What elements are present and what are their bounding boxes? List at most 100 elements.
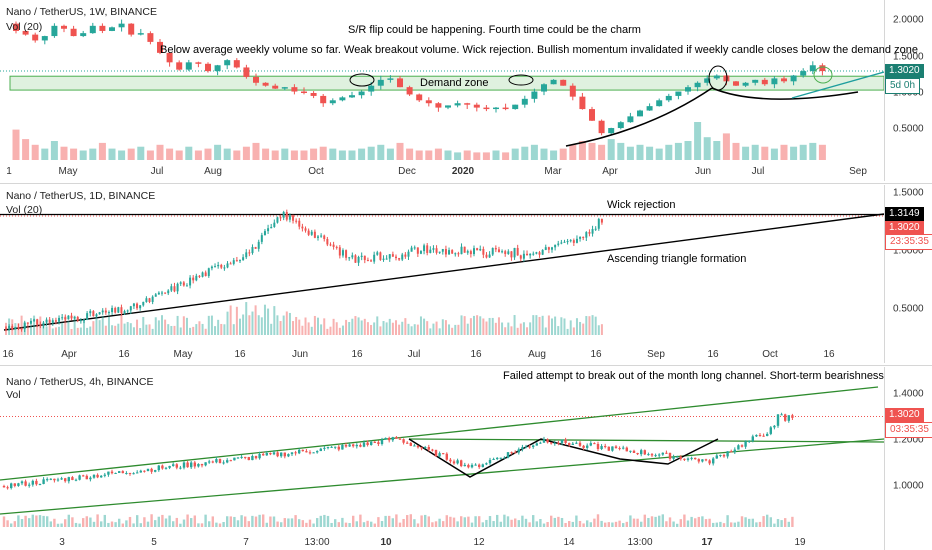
weekly-x-tick: Jul — [751, 166, 765, 177]
candle — [368, 85, 375, 92]
volume-bar — [78, 523, 81, 527]
candle — [781, 78, 787, 82]
volume-bar — [168, 515, 171, 527]
candle — [704, 78, 711, 83]
volume-bar — [271, 150, 279, 160]
volume-bar — [49, 521, 52, 527]
candle — [485, 463, 488, 465]
candle — [752, 79, 759, 83]
volume-bar — [791, 516, 794, 527]
candle — [222, 462, 225, 464]
candle — [8, 326, 11, 328]
volume-bar — [451, 327, 454, 335]
candle — [780, 414, 783, 416]
volume-bar — [145, 324, 148, 335]
fourhour-price-axis[interactable]: 1.4000 1.2000 1.0000 — [884, 367, 932, 550]
daily-x-tick: Apr — [61, 349, 77, 360]
volume-bar — [449, 516, 452, 527]
weekly-plot[interactable]: Nano / TetherUS, 1W, BINANCE Vol (20) S/… — [0, 0, 918, 181]
candle — [569, 240, 572, 242]
volume-bar — [582, 323, 585, 335]
candle — [295, 220, 298, 222]
volume-bar — [348, 322, 351, 335]
candle — [463, 246, 466, 253]
volume-bar — [540, 148, 548, 160]
candle — [502, 107, 509, 110]
candle — [431, 449, 434, 451]
volume-bar — [233, 516, 236, 527]
volume-bar — [139, 523, 142, 527]
volume-bar — [12, 129, 20, 160]
candle — [751, 436, 754, 441]
volume-bar — [504, 327, 507, 335]
volume-bar — [550, 150, 558, 160]
volume-bar — [126, 322, 129, 335]
candle — [373, 441, 376, 443]
volume-bar — [646, 146, 654, 160]
daily-chart-svg — [0, 209, 884, 335]
volume-bar — [626, 146, 634, 160]
daily-resistance-tag: 1.3149 — [885, 207, 924, 221]
candle — [563, 241, 566, 243]
volume-bar — [479, 316, 482, 335]
candle — [129, 306, 132, 311]
candle — [690, 457, 693, 459]
volume-bar — [557, 516, 560, 527]
volume-bar — [28, 518, 31, 527]
volume-bar — [611, 522, 614, 527]
candle — [139, 470, 142, 473]
fourhour-plot[interactable]: Nano / TetherUS, 4h, BINANCE Vol Failed … — [0, 367, 884, 550]
daily-x-tick: 16 — [470, 349, 482, 360]
volume-bar — [742, 146, 750, 160]
volume-bar — [473, 315, 475, 335]
daily-plot[interactable]: Nano / TetherUS, 1D, BINANCE Vol (20) Wi… — [0, 185, 884, 363]
candle — [504, 251, 507, 254]
candle — [22, 30, 29, 35]
candle — [618, 448, 621, 450]
volume-bar — [175, 150, 183, 160]
volume-bar — [146, 521, 150, 527]
daily-x-tick: Oct — [762, 349, 778, 360]
volume-bar — [351, 318, 354, 335]
candle — [109, 27, 115, 31]
volume-bar — [129, 323, 132, 335]
candle — [64, 478, 67, 482]
candle — [220, 264, 223, 268]
volume-bar — [388, 318, 391, 335]
candle — [501, 251, 504, 253]
volume-bar — [6, 520, 9, 527]
candle — [719, 454, 722, 456]
candle — [675, 91, 682, 96]
candle — [492, 458, 495, 460]
volume-bar — [607, 139, 615, 160]
candle — [345, 250, 348, 258]
volume-bar — [704, 519, 708, 527]
candle — [362, 442, 366, 447]
candle — [608, 128, 615, 134]
candle — [308, 452, 312, 454]
candle — [338, 247, 341, 256]
daily-price-axis[interactable]: 1.5000 1.0000 0.5000 — [884, 185, 932, 363]
volume-bar — [530, 144, 538, 160]
volume-bar — [363, 318, 366, 335]
candle — [358, 91, 365, 96]
volume-bar — [391, 322, 394, 335]
candle — [100, 475, 103, 478]
volume-bar — [485, 321, 488, 335]
candle — [646, 106, 653, 111]
volume-bar — [748, 518, 751, 527]
volume-bar — [301, 325, 304, 335]
volume-bar — [86, 327, 89, 335]
candle — [554, 244, 557, 248]
volume-bar — [282, 315, 285, 335]
candle — [542, 439, 546, 443]
candle — [600, 218, 603, 223]
volume-bar — [197, 523, 200, 527]
volume-bar — [323, 514, 326, 527]
candle — [622, 447, 625, 449]
volume-bar — [377, 517, 380, 527]
daily-countdown-tag: 23:35:35 — [885, 234, 932, 250]
volume-bar — [494, 322, 497, 335]
candle — [170, 286, 173, 291]
volume-bar — [341, 325, 344, 335]
